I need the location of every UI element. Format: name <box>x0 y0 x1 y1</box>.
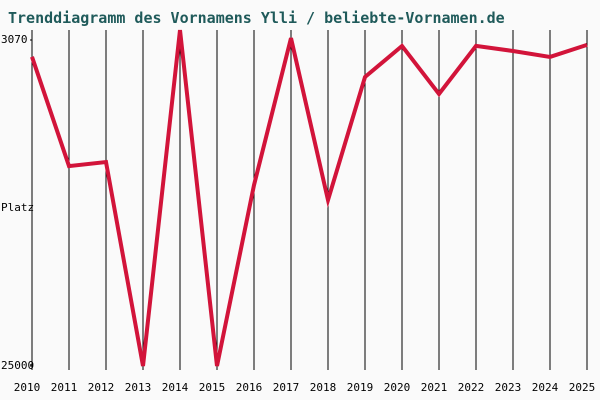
x-tick-label: 2013 <box>125 381 152 394</box>
x-tick-label: 2016 <box>236 381 263 394</box>
x-tick-label: 2022 <box>458 381 485 394</box>
chart-title: Trenddiagramm des Vornamens Ylli / belie… <box>8 9 505 27</box>
x-tick-label: 2025 <box>569 381 596 394</box>
x-tick-label: 2023 <box>495 381 522 394</box>
x-tick-label: 2020 <box>384 381 411 394</box>
y-axis-label: Platz <box>1 201 34 214</box>
y-tick-label: 25000 <box>1 359 34 372</box>
x-tick-label: 2019 <box>347 381 374 394</box>
x-tick-label: 2010 <box>14 381 41 394</box>
x-tick-label: 2018 <box>310 381 337 394</box>
y-tick-label: 3070 <box>1 33 28 46</box>
x-tick-label: 2021 <box>421 381 448 394</box>
x-tick-label: 2017 <box>273 381 300 394</box>
x-tick-label: 2011 <box>51 381 78 394</box>
x-tick-label: 2012 <box>88 381 115 394</box>
data-line <box>30 29 588 367</box>
x-tick-label: 2015 <box>199 381 226 394</box>
x-tick-label: 2024 <box>532 381 559 394</box>
x-tick-label: 2014 <box>162 381 189 394</box>
